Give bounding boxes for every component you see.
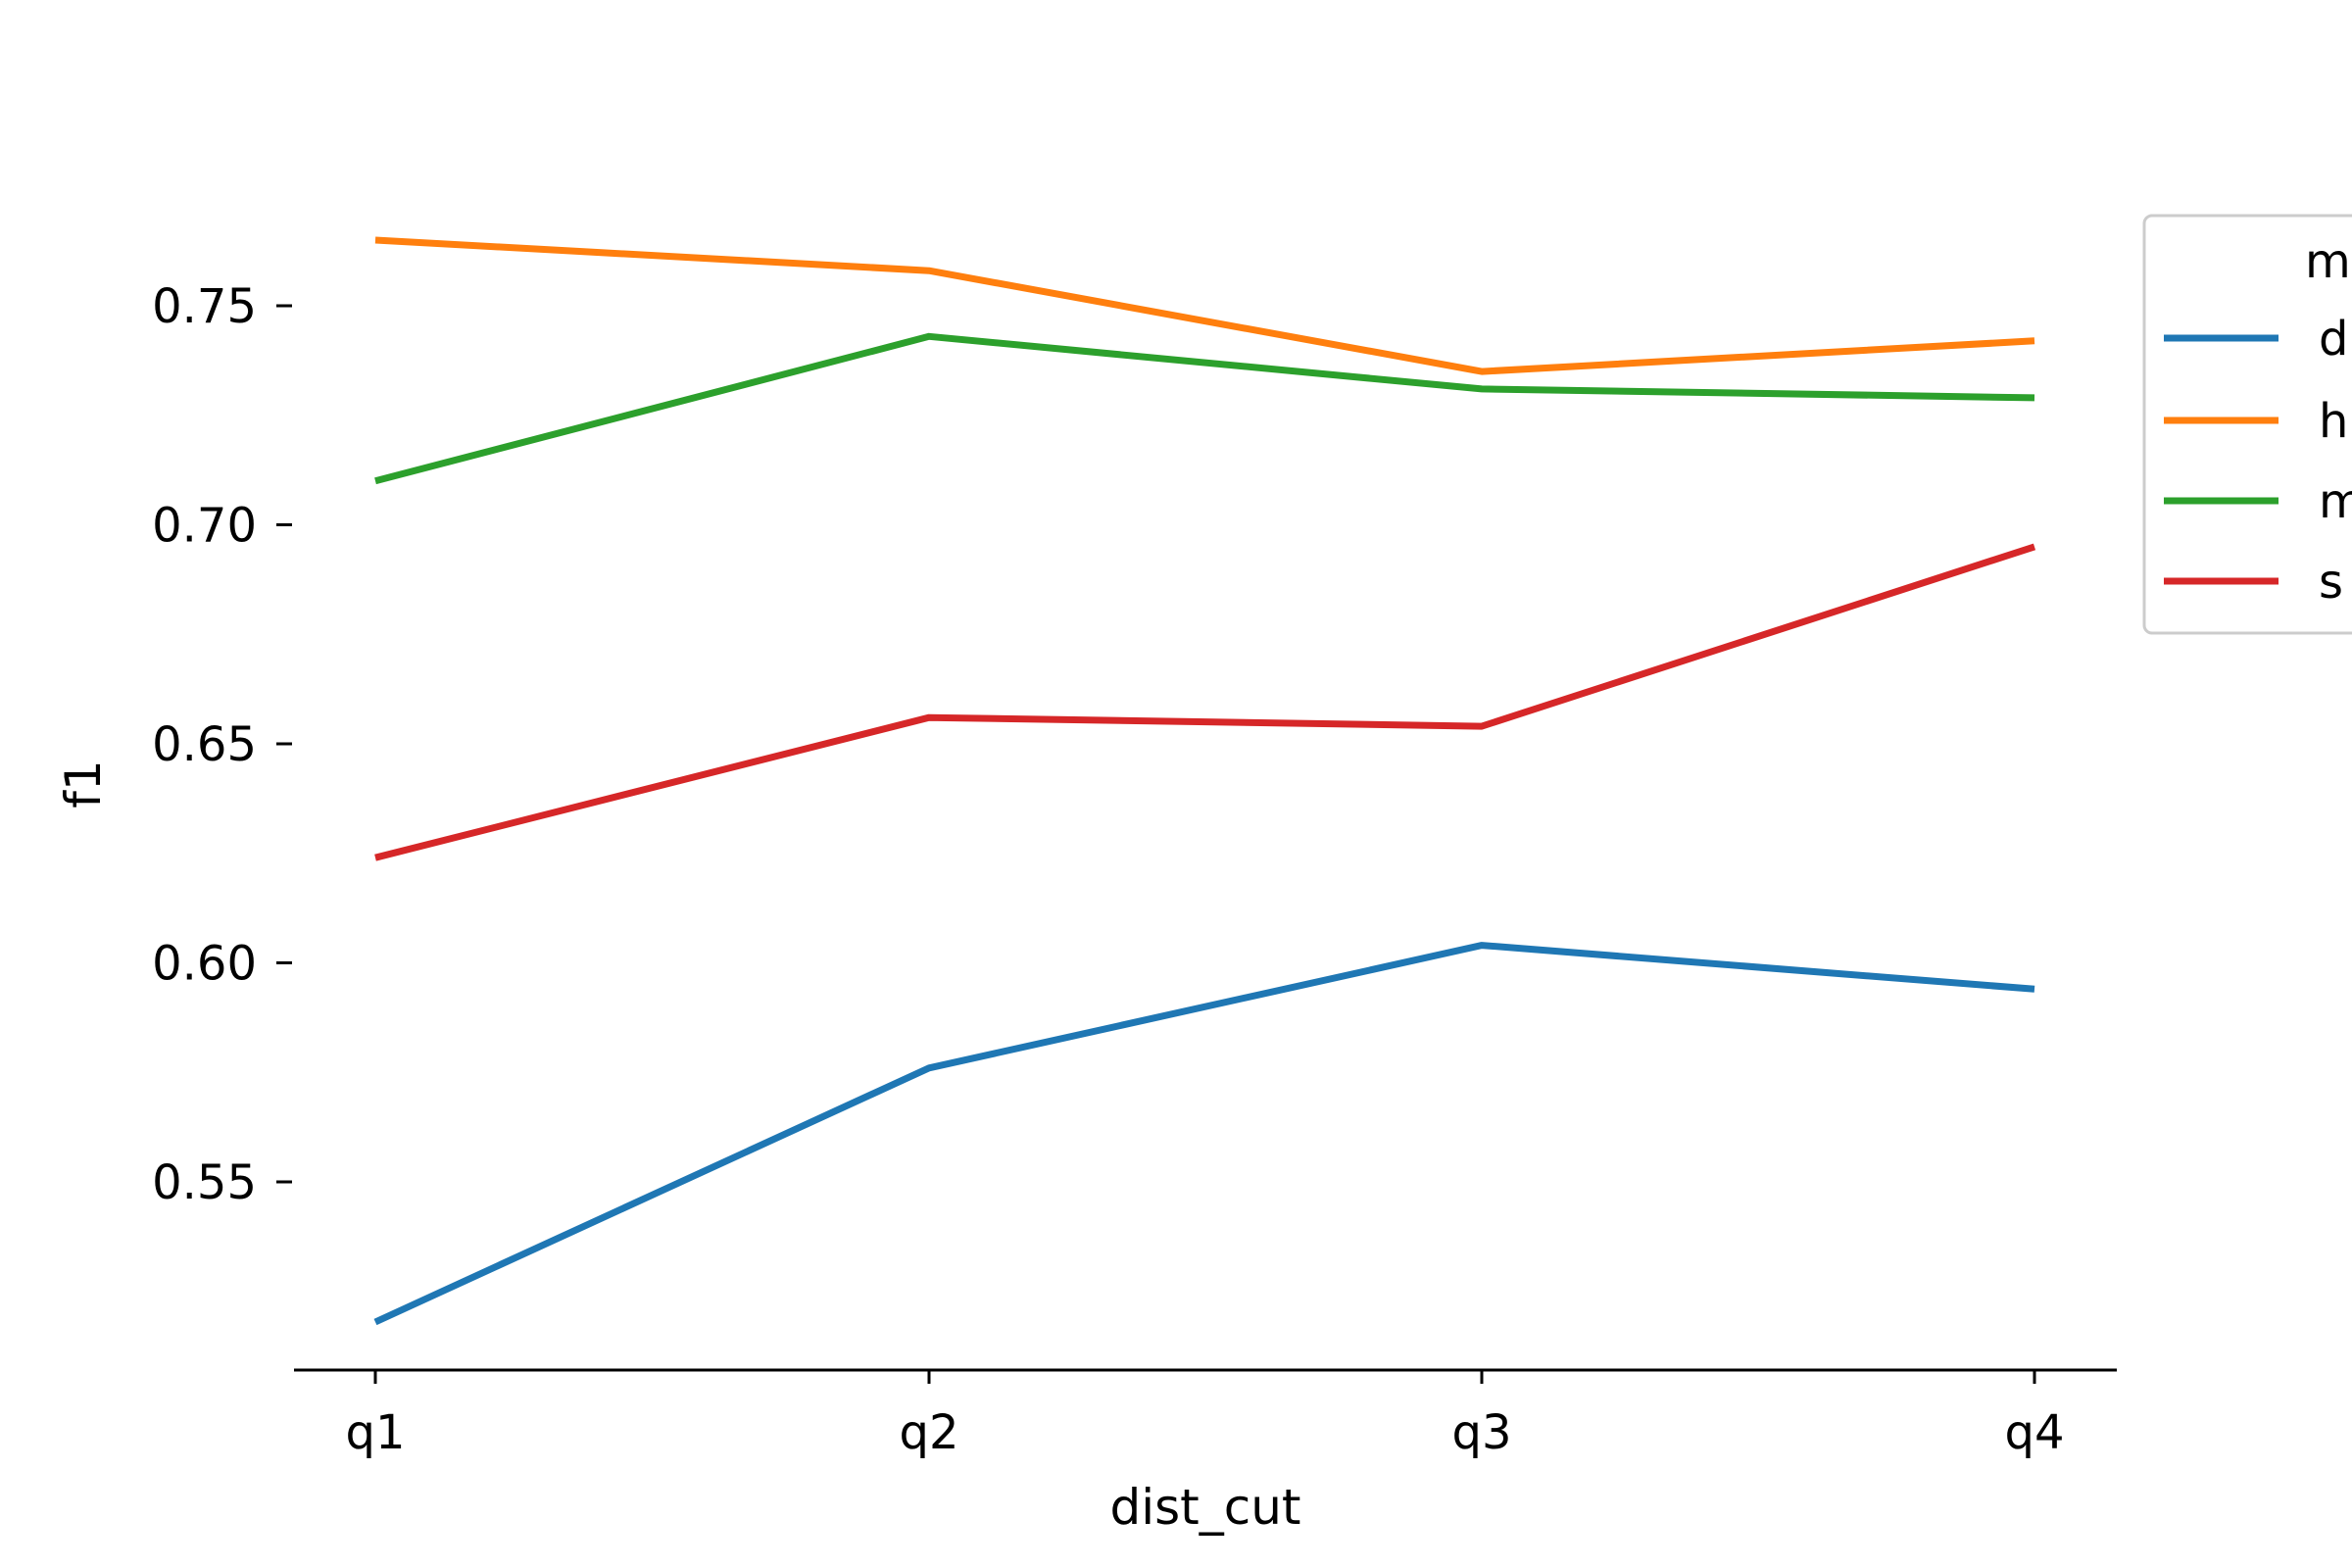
legend-label-s: s <box>2319 555 2343 610</box>
x-axis-title: dist_cut <box>1109 1479 1300 1536</box>
y-tick-label-0.70: 0.70 <box>152 499 257 554</box>
legend-frame <box>2142 214 2352 635</box>
x-tick-label-q3: q3 <box>1451 1405 1511 1460</box>
y-tick-label-0.75: 0.75 <box>152 279 257 334</box>
series-layer <box>373 236 2036 1326</box>
legend-label-d: d <box>2319 312 2348 367</box>
x-axis: q1 q2 q3 q4 <box>294 1368 2117 1460</box>
series-line-h <box>374 236 2035 375</box>
series-line-d <box>373 942 2035 1326</box>
series-line-s <box>374 543 2036 861</box>
x-tick-label-q1: q1 <box>345 1405 405 1460</box>
x-tick-label-q4: q4 <box>2004 1405 2064 1460</box>
y-tick-label-0.60: 0.60 <box>152 937 257 992</box>
series-line-m <box>374 332 2035 485</box>
y-tick-label-0.55: 0.55 <box>152 1155 257 1210</box>
y-axis: 0.55 0.60 0.65 0.70 0.75 <box>152 279 292 1210</box>
y-axis-title: f1 <box>55 760 112 808</box>
x-tick-label-q2: q2 <box>899 1405 958 1460</box>
y-tick-label-0.65: 0.65 <box>152 717 257 772</box>
legend-label-m: m <box>2319 474 2352 529</box>
legend-label-h: h <box>2319 394 2348 449</box>
legend-title: m <box>2305 234 2351 289</box>
